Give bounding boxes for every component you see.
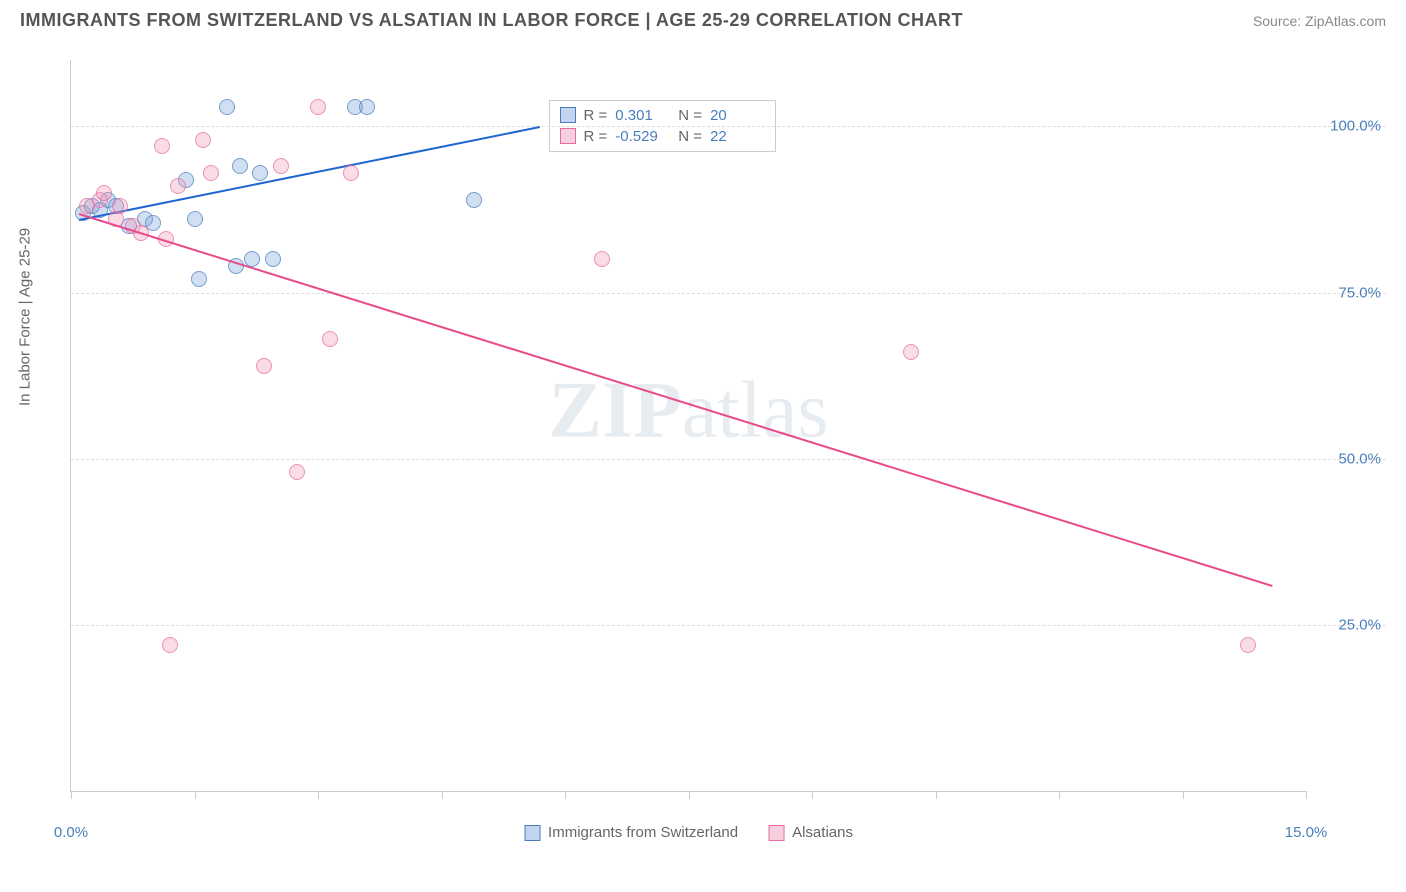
data-point: [322, 331, 338, 347]
plot-area: ZIPatlas R =0.301N =20R =-0.529N =22 Imm…: [70, 60, 1306, 792]
data-point: [96, 185, 112, 201]
data-point: [203, 165, 219, 181]
x-tick: [936, 791, 937, 799]
chart-title: IMMIGRANTS FROM SWITZERLAND VS ALSATIAN …: [20, 10, 963, 31]
x-tick: [1306, 791, 1307, 799]
y-axis-title: In Labor Force | Age 25-29: [17, 228, 34, 406]
trend-line: [79, 213, 1273, 587]
data-point: [289, 464, 305, 480]
gridline-h: [71, 126, 1386, 127]
stats-row: R = -0.529 N = 22: [560, 126, 766, 147]
data-point: [252, 165, 268, 181]
data-point: [170, 178, 186, 194]
legend-label-1: Immigrants from Switzerland: [548, 824, 738, 841]
stats-r-value: -0.529: [615, 128, 670, 145]
legend-swatch-pink: [768, 825, 784, 841]
x-tick: [318, 791, 319, 799]
y-tick-label: 25.0%: [1338, 616, 1381, 633]
data-point: [112, 198, 128, 214]
stats-r-label: R =: [584, 107, 608, 124]
data-point: [191, 271, 207, 287]
x-tick: [1059, 791, 1060, 799]
chart-container: In Labor Force | Age 25-29 ZIPatlas R =0…: [50, 50, 1386, 852]
data-point: [265, 251, 281, 267]
stats-row: R = 0.301 N = 20: [560, 105, 766, 126]
stats-r-label: R =: [584, 128, 608, 145]
legend-item-switzerland: Immigrants from Switzerland: [524, 824, 738, 841]
watermark: ZIPatlas: [549, 365, 829, 456]
x-tick-label: 15.0%: [1285, 824, 1328, 841]
data-point: [273, 158, 289, 174]
gridline-h: [71, 625, 1386, 626]
y-tick-label: 100.0%: [1330, 118, 1381, 135]
data-point: [359, 99, 375, 115]
x-tick: [71, 791, 72, 799]
gridline-h: [71, 459, 1386, 460]
x-tick-label: 0.0%: [54, 824, 88, 841]
x-tick: [195, 791, 196, 799]
data-point: [343, 165, 359, 181]
chart-legend: Immigrants from Switzerland Alsatians: [524, 824, 853, 841]
data-point: [187, 211, 203, 227]
data-point: [256, 358, 272, 374]
stats-n-value: 22: [710, 128, 765, 145]
stats-swatch: [560, 107, 576, 123]
data-point: [310, 99, 326, 115]
data-point: [162, 637, 178, 653]
stats-r-value: 0.301: [615, 107, 670, 124]
x-tick: [442, 791, 443, 799]
data-point: [594, 251, 610, 267]
stats-n-value: 20: [710, 107, 765, 124]
x-tick: [565, 791, 566, 799]
stats-n-label: N =: [678, 107, 702, 124]
y-tick-label: 75.0%: [1338, 284, 1381, 301]
x-tick: [689, 791, 690, 799]
y-tick-label: 50.0%: [1338, 450, 1381, 467]
chart-header: IMMIGRANTS FROM SWITZERLAND VS ALSATIAN …: [0, 0, 1406, 31]
gridline-h: [71, 293, 1386, 294]
stats-swatch: [560, 128, 576, 144]
chart-source: Source: ZipAtlas.com: [1253, 13, 1386, 29]
data-point: [466, 192, 482, 208]
stats-n-label: N =: [678, 128, 702, 145]
legend-label-2: Alsatians: [792, 824, 853, 841]
x-tick: [812, 791, 813, 799]
legend-swatch-blue: [524, 825, 540, 841]
data-point: [219, 99, 235, 115]
data-point: [1240, 637, 1256, 653]
data-point: [232, 158, 248, 174]
legend-item-alsatians: Alsatians: [768, 824, 853, 841]
data-point: [154, 138, 170, 154]
data-point: [195, 132, 211, 148]
x-tick: [1183, 791, 1184, 799]
data-point: [903, 344, 919, 360]
